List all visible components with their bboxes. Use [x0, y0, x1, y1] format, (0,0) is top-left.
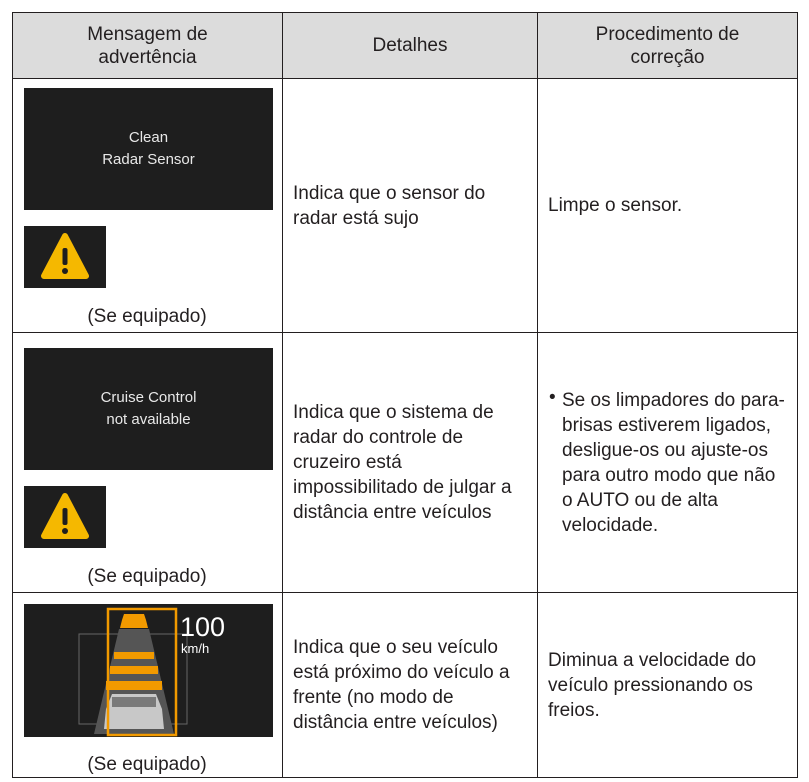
- speed-unit: km/h: [181, 641, 209, 656]
- details-text: Indica que o sistema de radar do control…: [293, 402, 512, 523]
- details-cell: Indica que o sensor do radar está sujo: [282, 78, 538, 333]
- header-cell: Detalhes: [282, 12, 538, 79]
- correction-text: Diminua a velocidade do veículo pression…: [548, 649, 757, 721]
- speed-value: 100: [180, 612, 225, 642]
- details-text: Indica que o sensor do radar está sujo: [293, 182, 486, 229]
- details-text: Indica que o seu veículo está próximo do…: [293, 637, 510, 733]
- correction-text: Limpe o sensor.: [548, 195, 683, 216]
- note: (Se equipado): [87, 566, 207, 587]
- display-screen: Cruise Control not available: [24, 348, 273, 470]
- details-cell: Indica que o sistema de radar do control…: [282, 332, 538, 593]
- header-text: Mensagem de: [87, 23, 208, 45]
- note: (Se equipado): [87, 754, 207, 775]
- correction-item: Se os limpadores do para-brisas estivere…: [549, 385, 785, 538]
- display-text: Cruise Control: [100, 389, 197, 406]
- display-text: Clean: [128, 129, 169, 146]
- details-cell: Indica que o seu veículo está próximo do…: [282, 592, 538, 778]
- header-text: correção: [630, 46, 705, 68]
- header-text: advertência: [98, 46, 197, 68]
- header-cell: Mensagem de advertência: [12, 12, 283, 79]
- correction-cell: Limpe o sensor.: [537, 78, 798, 333]
- note: (Se equipado): [87, 306, 207, 327]
- display-screen: Clean Radar Sensor: [24, 88, 273, 210]
- display-text: not available: [106, 411, 191, 428]
- header-text: Detalhes: [372, 35, 448, 56]
- distance-display: 100 km/h: [24, 604, 273, 737]
- display-text: Radar Sensor: [102, 151, 195, 168]
- warning-icon: [24, 486, 106, 548]
- correction-cell: Se os limpadores do para-brisas estivere…: [537, 332, 798, 593]
- correction-cell: Diminua a velocidade do veículo pression…: [537, 592, 798, 778]
- correction-list: Se os limpadores do para-brisas estivere…: [548, 385, 785, 538]
- warning-icon: [24, 226, 106, 288]
- header-text: Procedimento de: [595, 23, 740, 45]
- header-cell: Procedimento de correção: [537, 12, 798, 79]
